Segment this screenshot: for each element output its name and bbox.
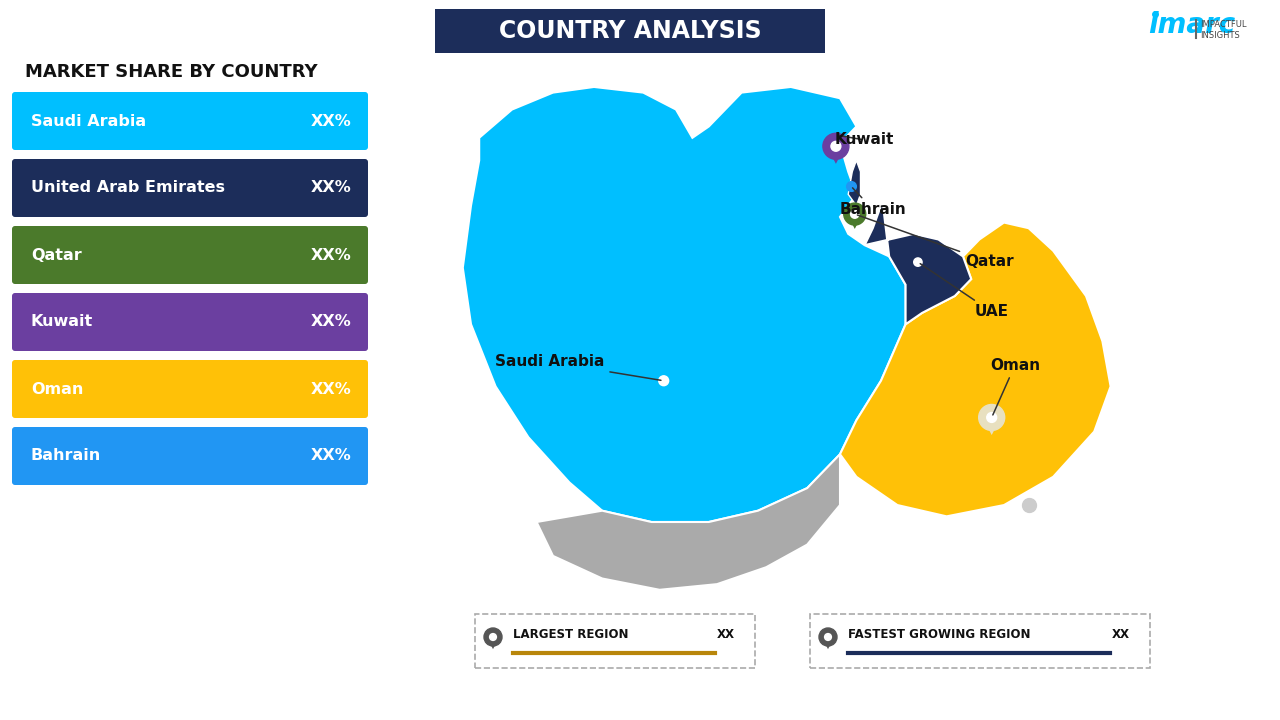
Text: imarc: imarc [1148,11,1235,39]
Circle shape [650,368,677,394]
Circle shape [908,251,929,273]
Circle shape [489,634,497,640]
Polygon shape [488,639,498,649]
Text: XX%: XX% [310,382,351,397]
FancyBboxPatch shape [12,92,369,150]
FancyBboxPatch shape [12,293,369,351]
Polygon shape [463,87,906,522]
Text: XX: XX [717,628,735,641]
Text: Qatar: Qatar [31,248,82,263]
Circle shape [987,413,997,423]
Text: FASTEST GROWING REGION: FASTEST GROWING REGION [849,628,1030,641]
Text: XX: XX [1112,628,1130,641]
Text: UAE: UAE [920,264,1009,320]
FancyBboxPatch shape [12,427,369,485]
FancyBboxPatch shape [435,9,826,53]
Circle shape [824,634,832,640]
Polygon shape [864,189,972,324]
Polygon shape [840,222,1111,516]
Polygon shape [849,217,861,229]
Text: Oman: Oman [989,358,1041,415]
Text: Saudi Arabia: Saudi Arabia [495,354,660,380]
Circle shape [851,210,859,218]
FancyBboxPatch shape [12,360,369,418]
Text: LARGEST REGION: LARGEST REGION [513,628,628,641]
Text: COUNTRY ANALYSIS: COUNTRY ANALYSIS [499,19,762,43]
Text: XX%: XX% [310,449,351,464]
Text: Bahrain: Bahrain [31,449,101,464]
Text: XX%: XX% [310,315,351,330]
Text: Kuwait: Kuwait [31,315,93,330]
Polygon shape [984,421,998,435]
Text: Qatar: Qatar [858,215,1014,269]
FancyBboxPatch shape [475,614,755,668]
Circle shape [659,376,668,386]
Text: XX%: XX% [310,248,351,263]
FancyBboxPatch shape [810,614,1149,668]
Text: Bahrain: Bahrain [840,188,906,217]
Circle shape [844,203,865,225]
Circle shape [831,141,841,151]
Text: Kuwait: Kuwait [835,132,895,148]
Circle shape [979,405,1005,431]
Polygon shape [657,384,671,398]
FancyBboxPatch shape [12,226,369,284]
Text: Oman: Oman [31,382,83,397]
Circle shape [484,628,502,646]
Text: MARKET SHARE BY COUNTRY: MARKET SHARE BY COUNTRY [26,63,317,81]
Circle shape [823,133,849,159]
Polygon shape [911,266,924,277]
FancyBboxPatch shape [12,159,369,217]
Text: XX%: XX% [310,114,351,128]
Polygon shape [536,454,840,590]
Polygon shape [849,161,860,206]
Text: Saudi Arabia: Saudi Arabia [31,114,146,128]
Polygon shape [823,639,833,649]
Polygon shape [828,150,844,164]
Circle shape [819,628,837,646]
Circle shape [914,258,922,266]
Text: XX%: XX% [310,181,351,196]
Text: IMPACTFUL
INSIGHTS: IMPACTFUL INSIGHTS [1201,19,1247,40]
Text: United Arab Emirates: United Arab Emirates [31,181,225,196]
